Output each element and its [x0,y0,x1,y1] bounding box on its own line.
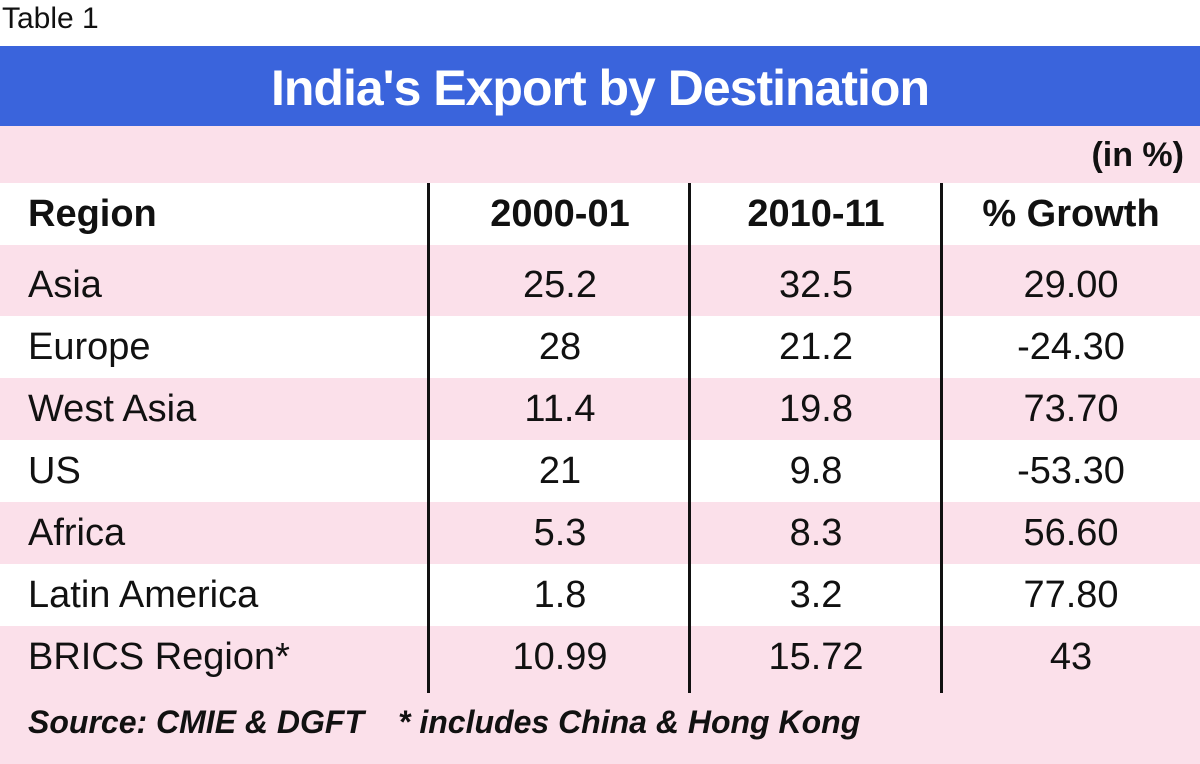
growth-cell: -53.30 [1017,450,1125,492]
footnote-text: * includes China & Hong Kong [398,704,861,740]
column-divider-1 [427,183,430,693]
value-2010-11-cell: 19.8 [779,388,853,430]
growth-cell: 43 [1049,636,1093,678]
table-row: US 21 9.8 -53.30 [0,440,1200,502]
header-region: Region [28,193,157,235]
column-divider-3 [940,183,943,693]
region-cell: Latin America [28,574,259,616]
region-cell: US [28,450,81,492]
table-row: Europe 28 21.2 -24.30 [0,316,1200,378]
source-line: Source: CMIE & DGFT * includes China & Ho… [28,694,860,750]
table-row: Africa 5.3 8.3 56.60 [0,502,1200,564]
table-title: India's Export by Destination [271,60,930,116]
table-header-row: Region 2000-01 2010-11 % Growth [0,183,1200,245]
region-cell: Africa [28,512,126,554]
value-2010-11-cell: 32.5 [779,264,853,306]
value-2010-11-cell: 21.2 [779,326,853,368]
value-2000-01-cell: 25.2 [523,264,597,306]
table-row: Latin America 1.8 3.2 77.80 [0,564,1200,626]
growth-cell: 56.60 [1023,512,1119,554]
value-2010-11-cell: 15.72 [768,636,864,678]
source-text: Source: CMIE & DGFT [28,704,365,740]
table-row: BRICS Region* 10.99 15.72 43 [0,626,1200,688]
header-2010-11: 2010-11 [747,193,885,235]
value-2000-01-cell: 10.99 [512,636,608,678]
title-band: India's Export by Destination [0,46,1200,126]
value-2010-11-cell: 9.8 [789,450,843,492]
value-2000-01-cell: 28 [538,326,582,368]
growth-cell: 77.80 [1023,574,1119,616]
value-2000-01-cell: 5.3 [533,512,587,554]
growth-cell: 29.00 [1023,264,1119,306]
region-cell: Europe [28,326,151,368]
growth-cell: -24.30 [1017,326,1125,368]
region-cell: Asia [28,264,102,306]
region-cell: West Asia [28,388,197,430]
units-label: (in %) [1091,136,1184,174]
bottom-strip [0,750,1200,764]
value-2010-11-cell: 3.2 [789,574,843,616]
region-cell: BRICS Region* [28,636,290,678]
header-2000-01: 2000-01 [490,193,630,235]
value-2000-01-cell: 21 [538,450,582,492]
column-divider-2 [688,183,691,693]
value-2000-01-cell: 1.8 [533,574,587,616]
table-caption: Table 1 [2,2,99,35]
table-row: West Asia 11.4 19.8 73.70 [0,378,1200,440]
value-2010-11-cell: 8.3 [789,512,843,554]
value-2000-01-cell: 11.4 [524,388,596,430]
header-growth: % Growth [982,193,1160,235]
growth-cell: 73.70 [1023,388,1119,430]
table-row: Asia 25.2 32.5 29.00 [0,254,1200,316]
